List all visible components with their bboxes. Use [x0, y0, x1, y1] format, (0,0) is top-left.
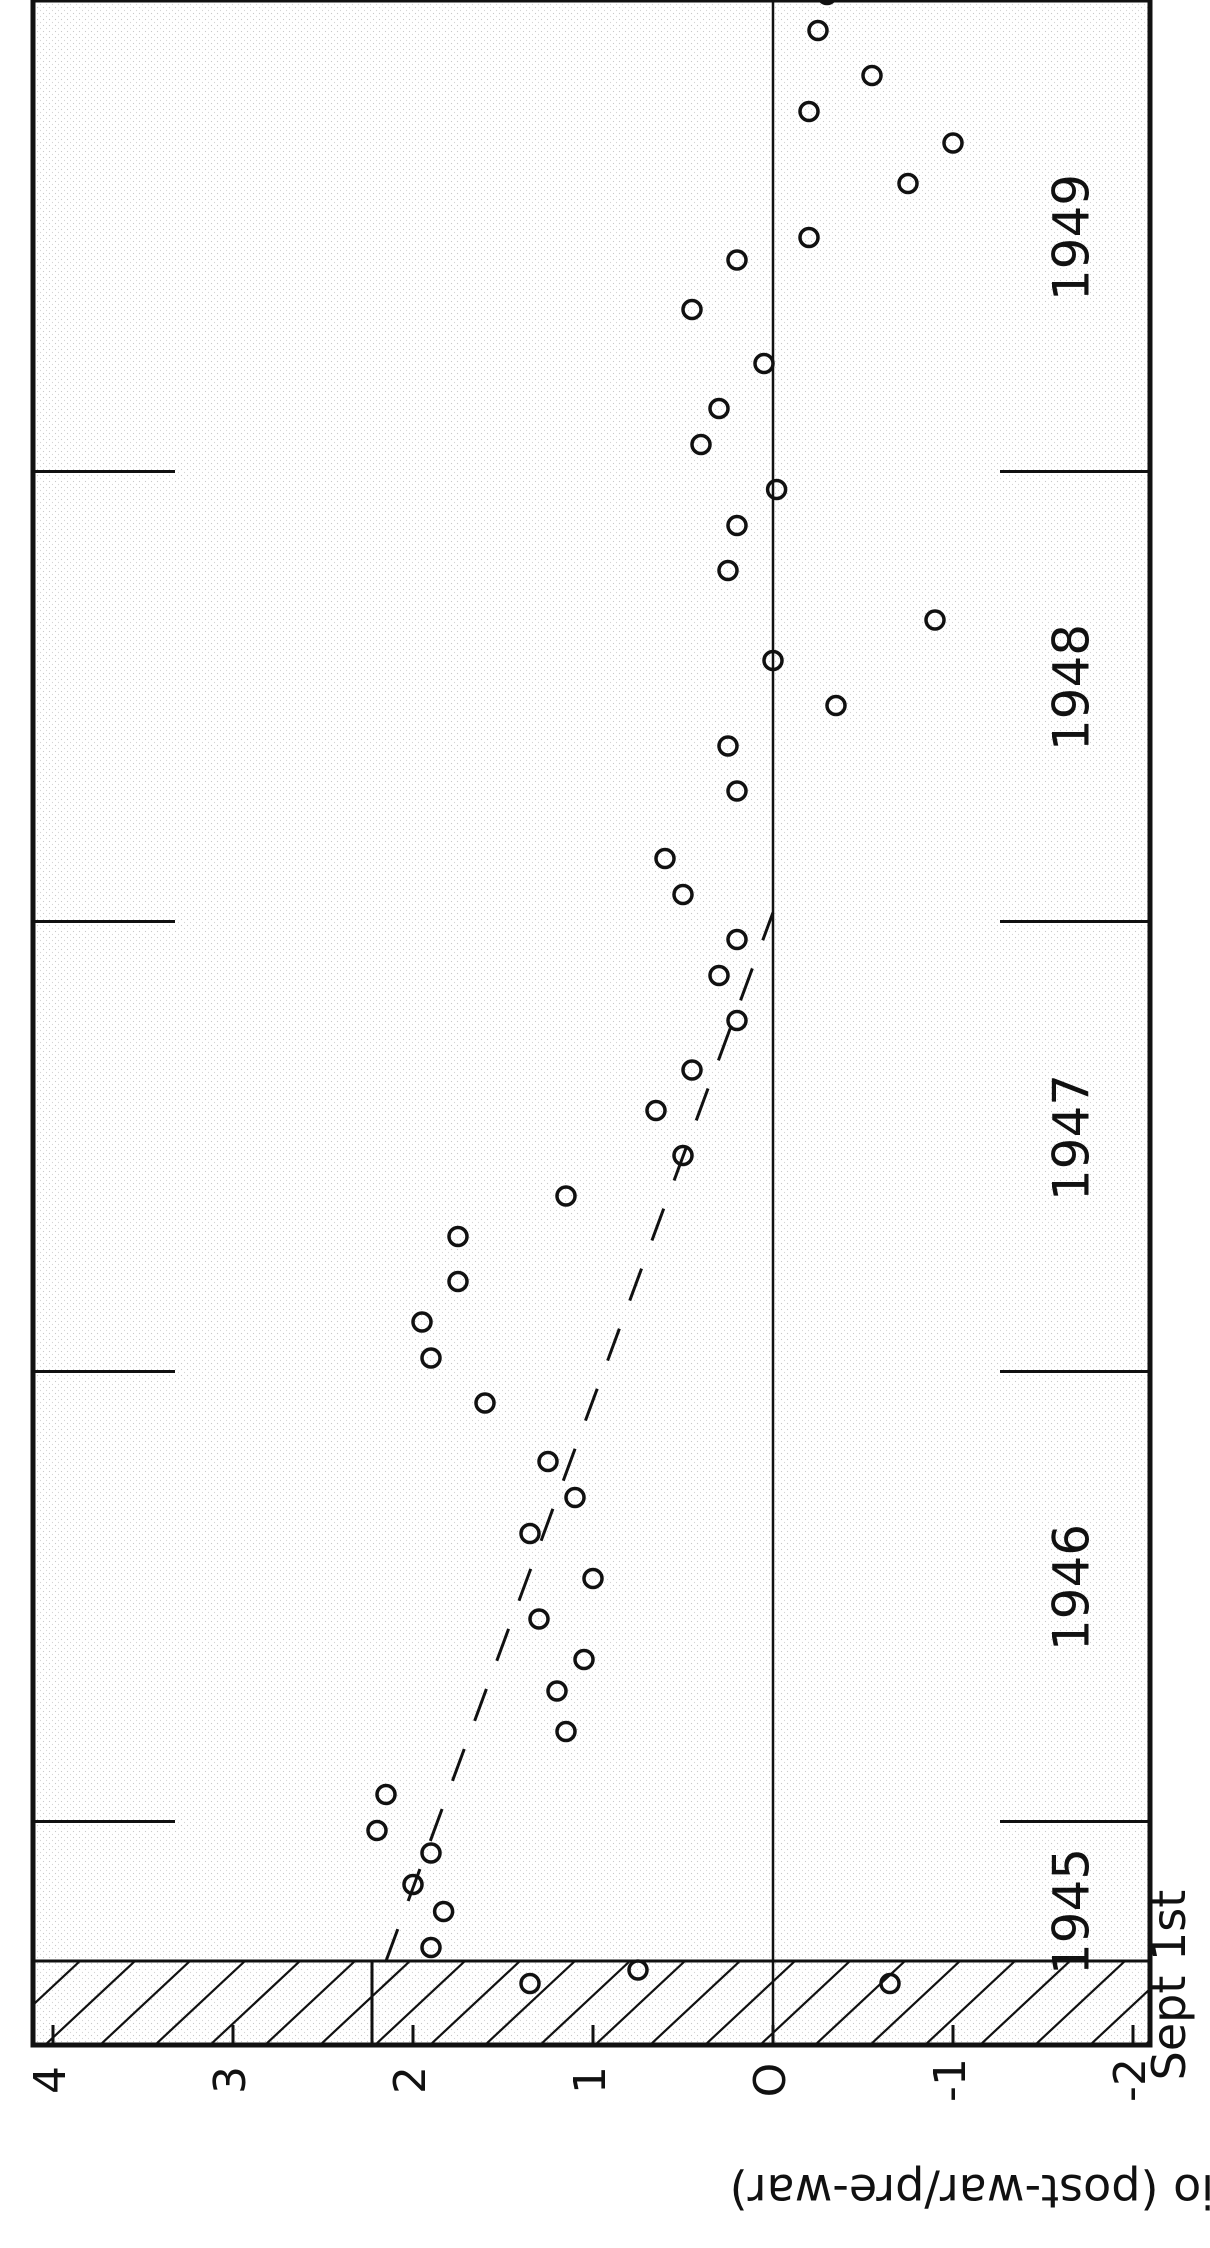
data-point: [528, 1608, 550, 1630]
data-point: [420, 1842, 442, 1864]
data-point: [555, 1185, 577, 1207]
data-point: [366, 1819, 388, 1842]
data-point: [627, 1959, 649, 1981]
data-point: [375, 1783, 397, 1806]
hatch-stripe: [264, 1961, 356, 2045]
value-tick-label: 2: [385, 2066, 436, 2094]
hatch-stripe: [319, 1961, 411, 2045]
data-point: [447, 1270, 469, 1293]
data-point: [537, 1450, 559, 1473]
data-point: [690, 433, 712, 456]
data-point: [681, 1059, 703, 1081]
hatch-stripe: [484, 1961, 576, 2045]
year-label: 1949: [1043, 174, 1101, 301]
data-point: [708, 397, 730, 420]
start-annotation: Sept 1st: [1142, 1890, 1196, 2081]
value-tick-labels: 4 3 2 1 O -1 -2: [25, 2058, 1156, 2102]
data-point: [519, 1522, 541, 1545]
value-tick-label: -2: [1105, 2058, 1156, 2102]
data-point: [420, 1347, 442, 1369]
data-point: [924, 609, 946, 631]
hatch-stripe: [374, 1961, 466, 2045]
hatch-stripe: [869, 1961, 961, 2045]
data-point: [555, 1720, 577, 1743]
year-labels: 1945 1946 1947 1948 1949: [1043, 174, 1101, 1975]
data-point: [897, 172, 919, 195]
hatch-stripe: [0, 1961, 25, 2045]
hatched-region: [0, 1961, 1210, 2045]
value-tick-label: 3: [205, 2066, 256, 2094]
year-tick-marks: [33, 470, 1150, 1823]
hatch-stripe: [759, 1961, 851, 2045]
hatch-stripe: [1089, 1987, 1150, 2045]
data-point: [726, 928, 748, 951]
data-point: [402, 1873, 424, 1896]
year-label: 1948: [1043, 624, 1101, 751]
data-point: [753, 352, 775, 375]
hatch-stripe: [539, 1961, 631, 2045]
data-point: [879, 1972, 901, 1995]
value-tick-label: 4: [25, 2066, 76, 2094]
data-point: [825, 694, 847, 717]
data-point: [519, 1972, 541, 1995]
value-tick-marks: [51, 2025, 1135, 2045]
hatch-stripe: [209, 1961, 301, 2045]
data-point: [942, 132, 964, 154]
data-point: [654, 847, 676, 870]
data-point: [564, 1486, 586, 1509]
hatch-stripe: [99, 1961, 191, 2045]
data-point: [645, 1099, 667, 1122]
data-point: [420, 1936, 442, 1959]
value-tick-label: -1: [925, 2058, 976, 2102]
data-point: [474, 1392, 496, 1414]
hatch-stripe: [979, 1961, 1071, 2045]
data-point: [861, 64, 883, 87]
data-point: [726, 780, 748, 802]
data-point: [762, 649, 784, 672]
data-point: [798, 226, 820, 249]
data-point: [432, 1900, 455, 1923]
year-label: 1946: [1043, 1524, 1101, 1651]
data-point: [573, 1648, 595, 1671]
year-label: 1945: [1043, 1848, 1101, 1975]
hatch-stripe: [1034, 1961, 1126, 2045]
data-points: [366, 0, 964, 1995]
hatch-stripe: [704, 1961, 796, 2045]
data-point: [672, 883, 694, 906]
axis-label: logₑ density ratio (post-war/pre-war): [730, 2164, 1210, 2218]
data-point: [717, 735, 739, 757]
data-point: [681, 298, 703, 321]
hatch-stripe: [33, 1961, 81, 2007]
year-label: 1947: [1043, 1074, 1101, 1201]
hatch-stripe: [924, 1961, 1016, 2045]
value-tick-label: O: [745, 2063, 796, 2098]
data-point: [447, 1225, 469, 1248]
data-point: [817, 0, 837, 6]
trend-line: [370, 911, 775, 2045]
hatch-stripe: [1200, 1961, 1210, 2045]
data-point: [726, 1009, 748, 1032]
hatch-stripe: [649, 1961, 741, 2045]
data-point: [726, 514, 748, 537]
value-tick-label: 1: [565, 2066, 616, 2094]
plot-area: [30, 0, 1153, 2048]
data-point: [411, 1311, 433, 1333]
hatch-stripe: [594, 1961, 686, 2045]
hatch-stripe: [44, 1961, 136, 2045]
hatch-stripe: [429, 1961, 521, 2045]
data-point: [726, 249, 748, 271]
data-point: [807, 19, 829, 42]
data-point: [765, 478, 788, 501]
data-point: [798, 100, 820, 123]
data-point: [717, 559, 739, 582]
data-point: [708, 964, 730, 987]
data-point: [546, 1680, 568, 1702]
data-point: [582, 1567, 604, 1590]
hatch-stripe: [154, 1961, 246, 2045]
data-point: [672, 1144, 694, 1167]
